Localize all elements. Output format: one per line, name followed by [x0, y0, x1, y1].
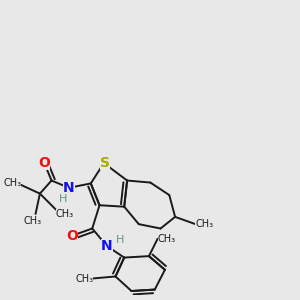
Text: CH₃: CH₃: [3, 178, 21, 188]
Text: H: H: [59, 194, 68, 204]
Text: CH₃: CH₃: [195, 219, 213, 229]
Text: H: H: [116, 235, 124, 245]
Text: O: O: [38, 156, 50, 170]
Text: S: S: [100, 156, 110, 170]
Text: CH₃: CH₃: [75, 274, 93, 284]
Text: O: O: [66, 229, 78, 243]
Text: CH₃: CH₃: [24, 216, 42, 226]
Text: N: N: [101, 239, 112, 253]
Text: CH₃: CH₃: [56, 209, 74, 219]
Text: CH₃: CH₃: [158, 234, 176, 244]
Text: N: N: [63, 181, 75, 195]
